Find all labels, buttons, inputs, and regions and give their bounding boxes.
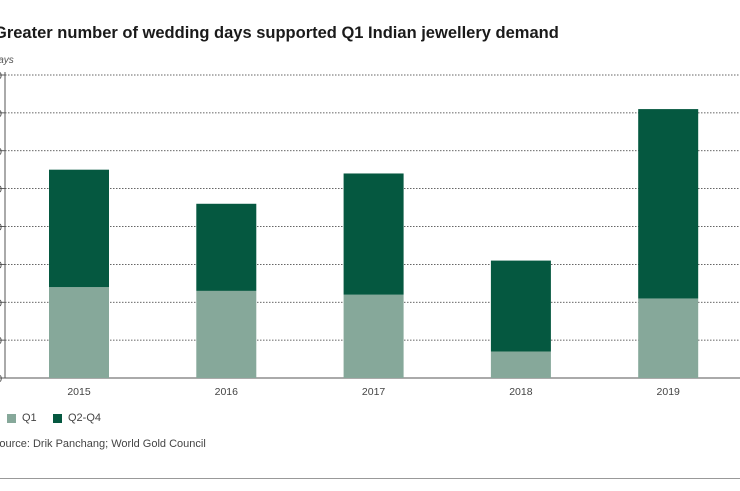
y-axis-label: Days <box>0 55 14 66</box>
x-tick-label: 2016 <box>215 386 239 398</box>
y-tick-label: 50 <box>0 185 2 196</box>
legend-label-q1: Q1 <box>22 412 37 424</box>
bar-q1-2016 <box>196 290 257 378</box>
y-tick-label: 60 <box>0 147 2 158</box>
y-tick-label: 20 <box>0 298 2 309</box>
bar-q2-q4-2016 <box>196 203 257 291</box>
y-tick-label: 0 <box>0 374 2 385</box>
bottom-divider <box>0 478 740 479</box>
legend-label-q2-q4: Q2-Q4 <box>68 412 102 424</box>
bar-q2-q4-2017 <box>343 173 404 295</box>
legend-swatch-q1 <box>7 413 16 423</box>
y-tick-label: 70 <box>0 109 2 120</box>
source-note: Source: Drik Panchang; World Gold Counci… <box>0 438 206 450</box>
bar-q1-2017 <box>343 294 404 378</box>
bar-q1-2018 <box>490 351 551 378</box>
chart-title: Greater number of wedding days supported… <box>0 24 559 42</box>
y-tick-label: 30 <box>0 260 2 271</box>
y-tick-label: 10 <box>0 336 2 347</box>
x-tick-label: 2018 <box>509 386 533 398</box>
bar-q1-2019 <box>638 298 699 378</box>
bar-q1-2015 <box>49 287 109 378</box>
legend-item-q1: Q1 <box>7 412 37 424</box>
bar-q2-q4-2019 <box>638 109 699 299</box>
x-tick-label: 2017 <box>362 386 386 398</box>
chart-plot: 0 10 20 30 40 50 60 70 80 2015 2016 2017 2018 2019 <box>0 71 740 398</box>
bar-q2-q4-2015 <box>49 169 109 288</box>
legend-swatch-q2-q4 <box>53 413 62 423</box>
y-tick-label: 80 <box>0 71 2 82</box>
legend-item-q2-q4: Q2-Q4 <box>53 412 101 424</box>
x-tick-label: 2015 <box>67 386 91 398</box>
bar-q2-q4-2018 <box>490 260 551 352</box>
x-tick-label: 2019 <box>657 386 681 398</box>
y-tick-label: 40 <box>0 223 2 234</box>
